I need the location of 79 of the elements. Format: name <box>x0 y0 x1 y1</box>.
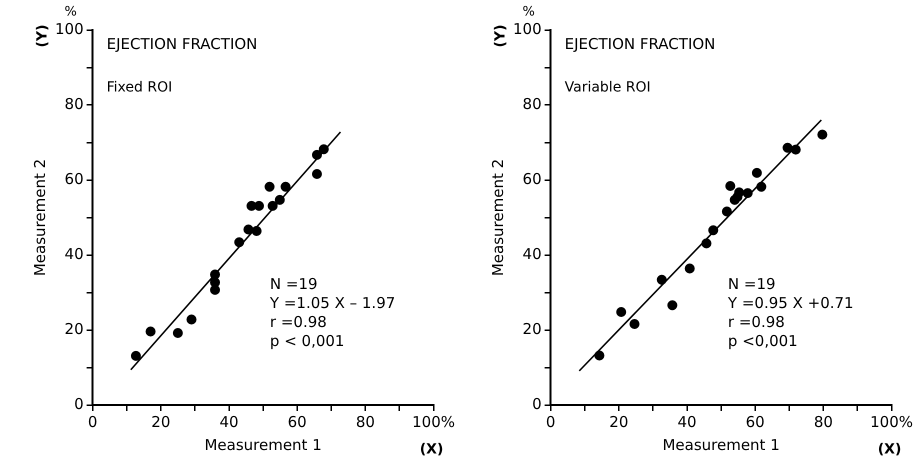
chart-title: EJECTION FRACTION <box>106 34 258 53</box>
point <box>234 237 244 248</box>
y-tick-label: 0 <box>74 394 84 413</box>
annotation: p < 0,001 <box>270 332 344 350</box>
y-tick-label: 60 <box>64 170 84 188</box>
point <box>782 142 793 153</box>
y-tick-label: 40 <box>522 244 542 263</box>
point <box>594 350 604 360</box>
chart-title: EJECTION FRACTION <box>564 34 716 53</box>
x-tick-label: 20 <box>609 412 628 431</box>
x-tick-label: 60 <box>288 412 307 431</box>
y-tick-label: 20 <box>64 320 84 338</box>
x-tick-label: 0 <box>88 412 98 431</box>
x-tick-label: 80 <box>356 412 375 431</box>
text: (Y) <box>492 24 508 48</box>
text: % <box>522 4 535 20</box>
annotation: N =19 <box>728 274 776 293</box>
point <box>186 314 196 324</box>
y-tick-label: 80 <box>522 94 542 113</box>
point <box>268 200 278 211</box>
x-axis-title: Measurement 1 <box>204 436 322 454</box>
point <box>756 182 766 192</box>
x-tick-label: 100% <box>412 412 456 431</box>
point <box>146 326 156 336</box>
y-tick-label: 100 <box>512 20 542 38</box>
point <box>817 130 828 140</box>
point <box>254 200 264 211</box>
point <box>264 182 275 192</box>
y-axis-title: Measurement 2 <box>30 158 49 276</box>
point <box>318 144 329 154</box>
text: (Y) <box>34 24 50 48</box>
point <box>252 226 262 236</box>
annotation: N =19 <box>270 274 318 293</box>
point <box>722 206 732 216</box>
point <box>280 182 291 192</box>
annotation: r =0.98 <box>728 312 785 331</box>
text: Fixed ROI <box>106 80 172 96</box>
x-tick-label: 80 <box>814 412 833 431</box>
point <box>172 328 183 338</box>
point <box>312 150 322 160</box>
x-axis-title: Measurement 1 <box>662 436 780 454</box>
point <box>725 181 736 191</box>
x-tick-label: 20 <box>151 412 170 431</box>
annotation: Y =0.95 X +0.71 <box>726 294 854 312</box>
y-tick-label: 60 <box>522 170 542 188</box>
x-tick-label: 0 <box>546 412 556 431</box>
text: (X) <box>878 442 902 458</box>
point <box>130 350 141 361</box>
point <box>312 169 322 179</box>
point <box>701 238 712 248</box>
x-tick-label: 100% <box>870 412 914 431</box>
annotation: r =0.98 <box>270 312 327 331</box>
point <box>667 300 678 310</box>
x-tick-label: 60 <box>746 412 765 431</box>
text: Variable ROI <box>564 80 651 96</box>
y-tick-label: 0 <box>532 394 542 413</box>
point <box>274 194 285 205</box>
point <box>684 264 695 274</box>
text: (X) <box>420 442 444 458</box>
point <box>656 274 667 285</box>
text: % <box>64 4 77 20</box>
y-tick-label: 20 <box>522 320 542 338</box>
annotation: Y =1.05 X – 1.97 <box>268 294 396 312</box>
point <box>708 225 718 236</box>
point <box>630 319 640 329</box>
point <box>734 187 744 198</box>
point <box>790 144 801 155</box>
y-tick-label: 40 <box>64 244 84 263</box>
point <box>210 284 220 295</box>
x-tick-label: 40 <box>219 412 239 431</box>
annotation: p <0,001 <box>728 332 798 350</box>
point <box>243 224 254 234</box>
y-axis-title: Measurement 2 <box>488 158 507 276</box>
point <box>616 307 626 317</box>
point <box>742 188 753 198</box>
x-tick-label: 40 <box>677 412 697 431</box>
y-tick-label: 80 <box>64 94 84 113</box>
point <box>752 168 762 178</box>
y-tick-label: 100 <box>54 20 84 38</box>
